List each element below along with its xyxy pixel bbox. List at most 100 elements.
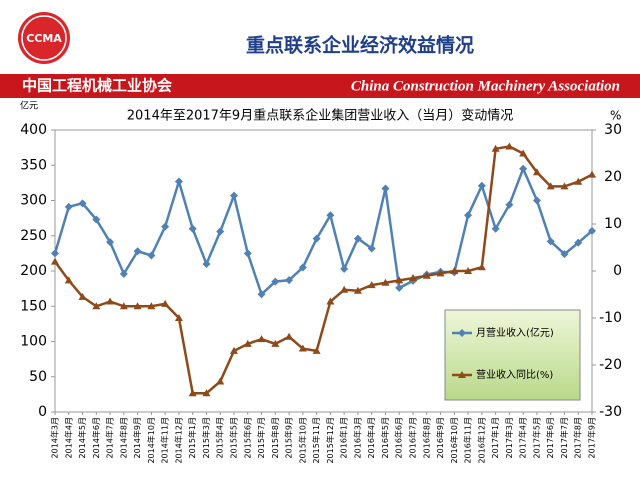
point-marker [147, 251, 156, 260]
point-marker [367, 244, 376, 253]
x-tick-label: 2017年7月 [559, 417, 569, 458]
point-marker [312, 234, 321, 243]
org-cn: 中国工程机械工业协会 [22, 77, 172, 95]
point-marker [51, 249, 59, 258]
y2-axis-label: % [610, 109, 621, 123]
y-tick-label: 300 [20, 193, 47, 209]
point-marker [381, 184, 390, 193]
point-marker [353, 234, 362, 243]
x-tick-label: 2014年6月 [91, 417, 101, 458]
x-tick-label: 2014年7月 [105, 417, 115, 458]
point-marker [106, 238, 115, 247]
y2-tick-label: -10 [599, 310, 622, 326]
y2-tick-label: -20 [599, 357, 622, 373]
y-tick-label: 50 [29, 369, 47, 385]
point-marker [505, 200, 514, 209]
point-marker [546, 182, 555, 190]
x-tick-label: 2016年5月 [380, 417, 390, 458]
point-marker [464, 211, 473, 220]
x-tick-label: 2014年12月 [173, 417, 183, 464]
point-marker [78, 292, 87, 300]
point-marker [285, 332, 294, 340]
x-tick-label: 2017年8月 [573, 417, 583, 458]
point-marker [367, 281, 376, 289]
x-tick-label: 2015年7月 [256, 417, 266, 458]
point-marker [119, 269, 128, 278]
point-marker [161, 222, 170, 231]
point-marker [174, 314, 183, 321]
point-marker [505, 142, 514, 150]
x-tick-label: 2016年10月 [449, 417, 459, 464]
point-marker [464, 267, 473, 274]
y-tick-label: 0 [38, 404, 47, 420]
point-marker [560, 250, 569, 259]
legend-box [444, 309, 581, 401]
x-tick-label: 2016年4月 [366, 417, 376, 458]
point-marker [92, 215, 101, 224]
x-tick-label: 2016年3月 [352, 417, 362, 458]
point-marker [491, 224, 500, 233]
x-tick-label: 2017年1月 [490, 417, 500, 458]
x-tick-label: 2017年6月 [545, 417, 555, 458]
x-tick-label: 2015年11月 [311, 417, 321, 464]
point-marker [560, 182, 569, 190]
chart-title: 2014年至2017年9月重点联系企业集团营业收入（当月）变动情况 [127, 108, 513, 124]
point-marker [326, 297, 335, 305]
point-marker [395, 276, 404, 284]
point-marker [381, 278, 390, 286]
x-tick-label: 2015年3月 [201, 417, 211, 458]
point-marker [285, 276, 294, 285]
logo-circle [18, 12, 70, 64]
point-marker [216, 227, 225, 236]
x-tick-label: 2016年11月 [463, 417, 473, 464]
legend-marker [458, 371, 466, 378]
point-marker [574, 177, 583, 185]
point-marker [51, 257, 59, 265]
legend-marker [458, 329, 466, 337]
x-tick-label: 2015年5月 [229, 417, 239, 458]
series-line [53, 145, 593, 395]
point-marker [202, 389, 211, 397]
point-marker [574, 238, 583, 247]
x-tick-label: 2015年8月 [270, 417, 280, 458]
point-marker [340, 285, 349, 293]
point-marker [147, 302, 156, 310]
point-marker [64, 202, 73, 211]
point-marker [298, 263, 307, 272]
point-marker [271, 277, 280, 286]
point-marker [312, 346, 321, 354]
y-tick-label: 100 [20, 334, 47, 350]
point-marker [188, 224, 197, 233]
x-tick-label: 2015年1月 [187, 417, 197, 458]
point-marker [353, 286, 362, 294]
point-marker [532, 168, 541, 176]
point-marker [188, 389, 197, 397]
point-marker [257, 290, 266, 299]
point-marker [477, 181, 486, 190]
legend-label: 营业收入同比(%) [476, 368, 553, 381]
point-marker [106, 297, 115, 305]
x-tick-label: 2014年11月 [160, 417, 170, 464]
point-marker [78, 199, 87, 208]
x-tick-label: 2016年9月 [435, 417, 445, 458]
point-marker [532, 196, 541, 205]
x-tick-label: 2017年4月 [518, 417, 528, 458]
point-marker [450, 267, 459, 274]
x-tick-label: 2015年6月 [242, 417, 252, 458]
x-tick-label: 2014年10月 [146, 417, 156, 464]
x-tick-label: 2014年9月 [132, 417, 142, 458]
x-tick-label: 2016年1月 [339, 417, 349, 458]
point-marker [92, 302, 101, 310]
point-marker [257, 335, 266, 343]
x-tick-label: 2015年4月 [215, 417, 225, 458]
point-marker [161, 299, 170, 307]
banner [0, 74, 640, 98]
x-tick-label: 2017年9月 [587, 417, 597, 458]
point-marker [216, 377, 225, 385]
point-marker [271, 339, 280, 347]
y2-tick-label: 0 [613, 263, 622, 279]
x-tick-label: 2014年5月 [77, 417, 87, 458]
point-marker [202, 259, 211, 268]
